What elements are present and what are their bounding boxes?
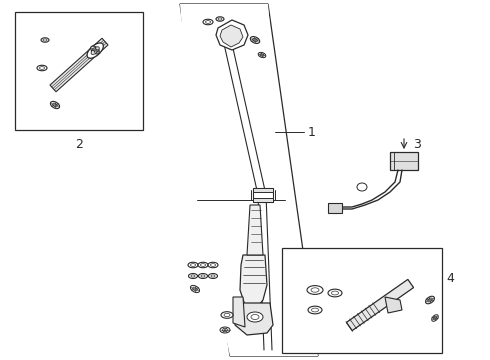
Polygon shape [197, 200, 318, 356]
Ellipse shape [307, 285, 323, 294]
Ellipse shape [222, 328, 227, 332]
Ellipse shape [205, 21, 211, 23]
Polygon shape [180, 4, 318, 356]
Ellipse shape [198, 262, 208, 268]
Ellipse shape [328, 289, 342, 297]
Ellipse shape [208, 262, 218, 268]
Ellipse shape [216, 17, 224, 21]
Text: 3: 3 [413, 138, 421, 150]
Ellipse shape [250, 37, 260, 44]
Text: 4: 4 [446, 271, 454, 284]
Bar [390, 152, 418, 170]
Ellipse shape [41, 38, 49, 42]
Bar [15, 12, 143, 130]
Ellipse shape [211, 275, 215, 277]
Ellipse shape [191, 275, 195, 277]
Ellipse shape [200, 264, 205, 266]
Ellipse shape [37, 65, 47, 71]
Ellipse shape [425, 296, 435, 304]
Polygon shape [50, 38, 108, 92]
Ellipse shape [43, 39, 47, 41]
Ellipse shape [53, 103, 57, 107]
Ellipse shape [211, 264, 216, 266]
Ellipse shape [260, 54, 264, 56]
Ellipse shape [311, 288, 319, 292]
Ellipse shape [433, 316, 437, 320]
Ellipse shape [193, 287, 197, 291]
Polygon shape [240, 255, 267, 310]
Ellipse shape [188, 262, 198, 268]
Ellipse shape [221, 312, 233, 318]
Ellipse shape [191, 264, 196, 266]
Ellipse shape [91, 46, 99, 54]
Polygon shape [180, 4, 285, 200]
Ellipse shape [189, 274, 197, 279]
Ellipse shape [224, 313, 230, 317]
Ellipse shape [432, 315, 438, 321]
Bar [253, 188, 273, 202]
Ellipse shape [312, 308, 318, 312]
Bar [282, 248, 442, 353]
Polygon shape [235, 303, 273, 335]
Ellipse shape [428, 298, 432, 302]
Bar [328, 203, 342, 213]
Polygon shape [233, 297, 245, 327]
Polygon shape [220, 25, 243, 47]
Ellipse shape [308, 306, 322, 314]
Ellipse shape [50, 102, 60, 109]
Ellipse shape [209, 274, 218, 279]
Ellipse shape [258, 52, 266, 58]
Ellipse shape [203, 19, 213, 25]
Polygon shape [385, 297, 402, 313]
Ellipse shape [218, 18, 222, 20]
Text: 1: 1 [308, 126, 316, 139]
Ellipse shape [220, 327, 230, 333]
Ellipse shape [357, 183, 367, 191]
Ellipse shape [87, 43, 103, 58]
Bar [253, 198, 273, 202]
Polygon shape [247, 205, 263, 255]
Ellipse shape [201, 275, 205, 277]
Ellipse shape [332, 291, 339, 295]
Text: 2: 2 [75, 138, 83, 151]
Ellipse shape [93, 48, 97, 52]
Polygon shape [216, 20, 248, 50]
Ellipse shape [247, 312, 263, 322]
Bar [253, 188, 273, 192]
Ellipse shape [40, 67, 45, 69]
Ellipse shape [251, 315, 259, 320]
Polygon shape [346, 279, 414, 330]
Ellipse shape [198, 274, 207, 279]
Ellipse shape [253, 38, 257, 42]
Ellipse shape [91, 47, 99, 54]
Ellipse shape [191, 285, 199, 293]
